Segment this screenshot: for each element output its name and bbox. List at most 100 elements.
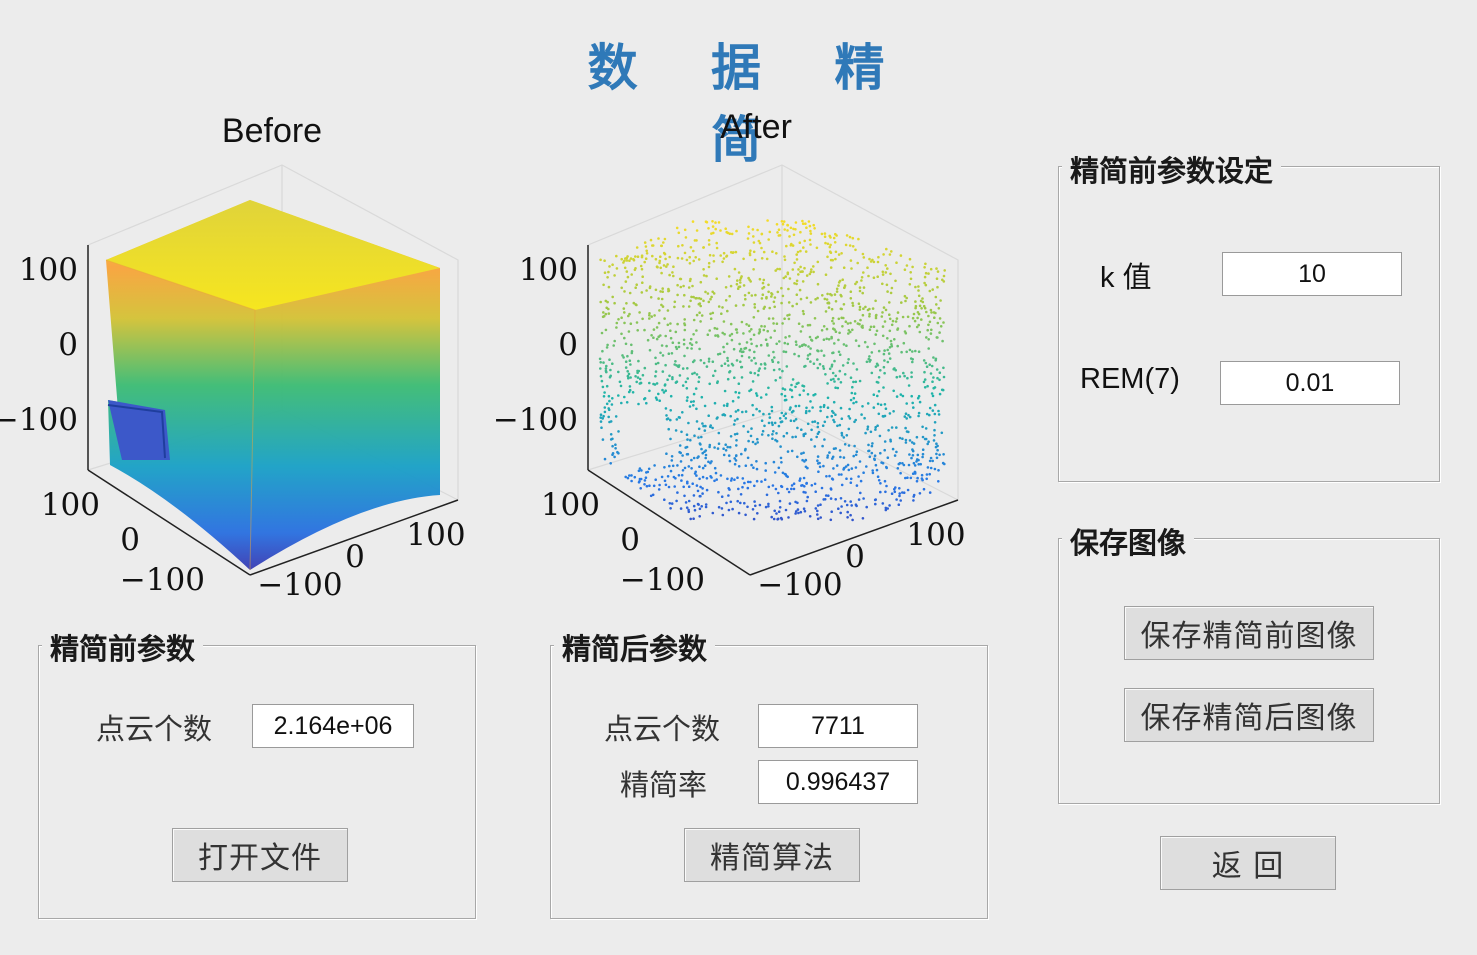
simplify-algorithm-button[interactable]: 精简算法 (684, 828, 860, 882)
after-cloud-point (883, 440, 887, 443)
k-value-input[interactable]: 10 (1222, 252, 1402, 296)
after-cloud-point (859, 318, 862, 322)
save-after-image-button[interactable]: 保存精简后图像 (1124, 688, 1374, 742)
after-cloud-point (845, 234, 849, 237)
after-cloud-point (714, 471, 718, 475)
after-cloud-point (814, 490, 817, 494)
after-cloud-point (888, 357, 892, 360)
after-cloud-point (861, 405, 864, 408)
after-cloud-point (878, 434, 882, 438)
after-cloud-point (685, 258, 689, 262)
after-cloud-point (681, 411, 684, 414)
after-cloud-point (816, 513, 819, 516)
after-cloud-point (758, 367, 761, 370)
after-cloud-point (600, 331, 604, 335)
after-cloud-point (877, 349, 881, 353)
after-cloud-point (879, 369, 882, 372)
after-cloud-point (888, 253, 892, 256)
after-cloud-point (743, 481, 746, 485)
after-cloud-point (716, 416, 719, 419)
after-cloud-point (917, 294, 921, 298)
after-cloud-point (883, 414, 887, 418)
after-cloud-point (698, 311, 701, 314)
after-cloud-point (816, 358, 819, 361)
after-cloud-point (624, 342, 628, 346)
after-cloud-point (876, 475, 880, 479)
after-cloud-point (675, 364, 678, 367)
after-cloud-point (713, 479, 716, 483)
after-cloud-point (772, 517, 776, 521)
after-cloud-point (936, 444, 939, 448)
after-cloud-point (705, 220, 709, 224)
after-cloud-point (798, 479, 801, 482)
after-cloud-point (862, 471, 865, 475)
after-cloud-point (702, 274, 706, 277)
after-cloud-point (816, 421, 820, 425)
after-cloud-point (783, 317, 786, 320)
after-cloud-point (730, 477, 734, 480)
after-cloud-point (700, 447, 703, 451)
after-cloud-point (892, 410, 895, 413)
rem-input[interactable]: 0.01 (1220, 361, 1400, 405)
after-cloud-point (767, 317, 771, 320)
after-cloud-point (753, 303, 756, 306)
after-cloud-point (839, 381, 843, 384)
after-cloud-point (920, 307, 923, 310)
after-cloud-point (687, 510, 691, 514)
after-z-tick-label: 0 (558, 327, 578, 363)
after-cloud-point (763, 367, 767, 370)
before-point-count-field[interactable]: 2.164e+06 (252, 704, 414, 748)
after-cloud-point (787, 516, 790, 519)
after-cloud-point (632, 301, 636, 305)
after-cloud-point (794, 404, 798, 408)
save-before-image-button[interactable]: 保存精简前图像 (1124, 606, 1374, 660)
after-cloud-point (723, 413, 727, 417)
after-cloud-point (868, 307, 871, 311)
after-cloud-point (669, 437, 672, 441)
after-cloud-point (763, 478, 767, 482)
after-cloud-point (867, 357, 871, 361)
back-button[interactable]: 返 回 (1160, 836, 1336, 890)
open-file-button[interactable]: 打开文件 (172, 828, 348, 882)
simplify-ratio-field[interactable]: 0.996437 (758, 760, 918, 804)
before-y-tick-label: −100 (257, 567, 342, 603)
after-cloud-point (939, 299, 942, 302)
after-cloud-point (693, 434, 696, 438)
after-cloud-point (625, 256, 628, 260)
page-title: 数 据 精 简 (587, 39, 913, 169)
after-cloud-point (645, 289, 648, 292)
after-cloud-point (721, 306, 724, 309)
before-x-tick-label: 0 (120, 522, 140, 558)
after-cloud-point (847, 329, 851, 332)
after-cloud-point (709, 312, 712, 316)
after-cloud-point (917, 463, 920, 466)
after-cloud-point (781, 369, 784, 373)
after-cloud-point (808, 224, 812, 228)
after-cloud-point (900, 301, 903, 304)
after-cloud-point (615, 321, 619, 325)
after-cloud-point (706, 333, 710, 336)
after-cloud-point (896, 344, 899, 348)
after-cloud-point (660, 344, 664, 347)
after-cloud-point (834, 386, 837, 389)
after-cloud-point (724, 449, 728, 452)
after-cloud-point (698, 507, 702, 511)
after-cloud-point (832, 377, 835, 381)
after-cloud-point (901, 491, 904, 494)
after-cloud-point (669, 409, 672, 412)
after-cloud-point (727, 487, 730, 490)
after-cloud-point (677, 365, 680, 369)
after-cloud-point (687, 499, 691, 503)
after-cloud-point (879, 482, 882, 485)
after-cloud-point (911, 454, 915, 457)
after-cloud-point (736, 417, 739, 421)
after-cloud-point (666, 263, 669, 266)
after-point-count-field[interactable]: 7711 (758, 704, 918, 748)
after-cloud-point (935, 336, 939, 339)
after-cloud-point (876, 394, 879, 398)
after-cloud-point (784, 417, 788, 420)
after-cloud-point (686, 452, 690, 456)
after-cloud-point (666, 323, 670, 327)
